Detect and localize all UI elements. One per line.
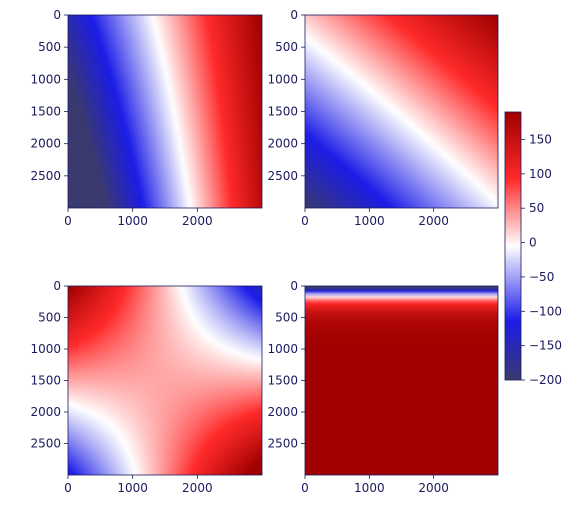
x-tick-label: 0 <box>301 214 309 228</box>
colorbar-tick-label: −100 <box>529 304 562 318</box>
colorbar: 150 100 50 0 −50 −100 −150 −200 <box>504 111 562 387</box>
x-tick-label: 0 <box>301 481 309 495</box>
x-tick-label: 1000 <box>354 481 385 495</box>
y-tick-label: 500 <box>38 40 61 54</box>
y-tick-label: 2500 <box>267 169 298 183</box>
colorbar-tick-label: −50 <box>529 270 554 284</box>
y-tick-label: 2500 <box>267 437 298 451</box>
heatmap-panel-top-right: 0 1000 2000 0 500 1000 1500 2000 2500 <box>267 8 499 228</box>
colorbar-tick-label: −150 <box>529 339 562 353</box>
y-tick-label: 0 <box>53 279 61 293</box>
colorbar-tick-label: 150 <box>529 132 552 146</box>
colorbar-tick-label: 50 <box>529 201 544 215</box>
colorbar-frame <box>504 111 522 381</box>
y-tick-label: 2500 <box>30 437 61 451</box>
y-tick-label: 1500 <box>267 105 298 119</box>
colorbar-tick-label: 100 <box>529 167 552 181</box>
heatmap-panel-bottom-right: 0 1000 2000 0 500 1000 1500 2000 2500 <box>267 279 499 495</box>
y-tick-label: 1000 <box>30 342 61 356</box>
colorbar-gradient <box>505 112 521 380</box>
y-tick-label: 1000 <box>30 72 61 86</box>
y-tick-label: 2000 <box>267 137 298 151</box>
heatmap-image <box>305 286 498 475</box>
heatmap-panel-top-left: 0 1000 2000 0 500 1000 1500 2000 2500 <box>30 8 263 228</box>
y-tick-label: 2000 <box>30 405 61 419</box>
x-tick-label: 2000 <box>418 214 449 228</box>
panels: 0 1000 2000 0 500 1000 1500 2000 2500 0 1000 2000 0 5… <box>30 8 499 495</box>
x-tick-label: 0 <box>64 214 72 228</box>
x-tick-label: 1000 <box>117 214 148 228</box>
x-tick-label: 2000 <box>182 214 213 228</box>
y-tick-label: 0 <box>53 8 61 22</box>
y-tick-label: 500 <box>38 311 61 325</box>
x-tick-label: 0 <box>64 481 72 495</box>
y-tick-label: 500 <box>275 40 298 54</box>
y-tick-label: 1000 <box>267 72 298 86</box>
heatmap-image <box>68 286 262 475</box>
y-tick-label: 2000 <box>30 137 61 151</box>
x-tick-label: 2000 <box>418 481 449 495</box>
heatmap-image <box>305 15 498 208</box>
x-tick-label: 1000 <box>354 214 385 228</box>
y-tick-label: 2500 <box>30 169 61 183</box>
colorbar-tick-label: −200 <box>529 373 562 387</box>
heatmap-panel-bottom-left: 0 1000 2000 0 500 1000 1500 2000 2500 <box>30 279 263 495</box>
y-tick-label: 1500 <box>30 105 61 119</box>
colorbar-tick-label: 0 <box>529 236 537 250</box>
y-tick-label: 2000 <box>267 405 298 419</box>
y-tick-label: 0 <box>290 8 298 22</box>
y-tick-label: 500 <box>275 311 298 325</box>
x-tick-label: 2000 <box>182 481 213 495</box>
y-tick-label: 0 <box>290 279 298 293</box>
x-tick-label: 1000 <box>117 481 148 495</box>
heatmap-image <box>68 15 262 208</box>
y-tick-label: 1500 <box>267 374 298 388</box>
y-tick-label: 1000 <box>267 342 298 356</box>
y-tick-label: 1500 <box>30 374 61 388</box>
